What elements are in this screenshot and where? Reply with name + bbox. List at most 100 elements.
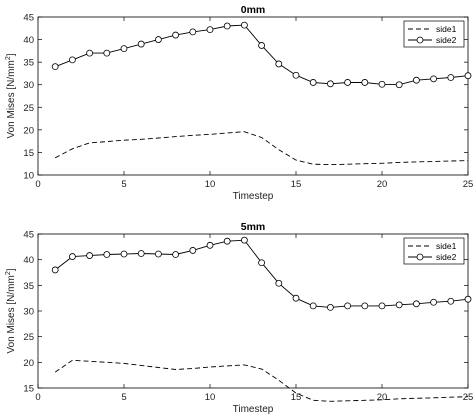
data-point-side2 xyxy=(447,297,455,305)
data-point-side2 xyxy=(86,49,93,57)
y-tick-label: 45 xyxy=(23,230,34,241)
y-tick-label: 30 xyxy=(23,307,34,318)
data-point-side2 xyxy=(292,294,300,302)
data-point-side2 xyxy=(309,79,317,86)
y-tick-label: 30 xyxy=(23,80,34,91)
data-point-side2 xyxy=(240,21,248,29)
data-point-side2 xyxy=(395,81,403,89)
y-tick-label: 25 xyxy=(23,332,34,343)
y-tick-label: 45 xyxy=(23,13,34,24)
data-point-side2 xyxy=(223,237,231,245)
data-point-side2 xyxy=(309,302,317,310)
data-point-side2 xyxy=(361,79,369,86)
x-tick-label: 0 xyxy=(35,179,40,190)
data-point-side2 xyxy=(120,250,128,258)
y-tick-label: 25 xyxy=(23,103,34,114)
data-point-side2 xyxy=(344,302,352,310)
x-axis-label: Timestep xyxy=(233,191,274,202)
chart-panel-0: 0mm 0 5 10 15 20 25 10 15 20 25 30 35 40 45 Timestep Von… xyxy=(5,4,473,202)
y-tick-label: 20 xyxy=(23,125,34,136)
data-point-side2 xyxy=(51,266,59,274)
data-point-side2 xyxy=(395,301,403,309)
data-point-side2 xyxy=(464,72,472,80)
x-tick-label: 5 xyxy=(121,392,126,403)
y-tick-label: 40 xyxy=(23,35,34,46)
data-point-side2 xyxy=(137,250,145,257)
data-point-side2 xyxy=(292,71,300,79)
data-point-side2 xyxy=(258,42,266,49)
data-point-side2 xyxy=(412,300,420,308)
data-point-side2 xyxy=(378,302,386,310)
y-axis-label: Von Mises [N/mm2] xyxy=(5,53,17,138)
data-point-side2 xyxy=(172,31,180,39)
y-tick-label: 20 xyxy=(23,358,34,369)
x-tick-label: 15 xyxy=(291,392,302,403)
data-point-side2 xyxy=(172,251,180,258)
legend-label-side2: side2 xyxy=(436,252,457,262)
legend-label-side2: side2 xyxy=(436,35,457,45)
chart-title: 0mm xyxy=(241,4,266,16)
data-point-side2 xyxy=(430,298,438,306)
x-tick-label: 15 xyxy=(291,179,302,190)
data-point-side2 xyxy=(103,251,111,258)
data-point-side2 xyxy=(86,252,93,259)
legend-label-side1: side1 xyxy=(436,241,457,251)
chart-title: 5mm xyxy=(241,221,266,233)
x-tick-label: 5 xyxy=(121,179,126,190)
data-point-side2 xyxy=(240,236,248,244)
y-tick-label: 10 xyxy=(23,171,34,182)
data-point-side2 xyxy=(344,79,352,86)
y-tick-label: 15 xyxy=(23,384,34,395)
x-tick-label: 20 xyxy=(377,392,388,403)
data-point-side2 xyxy=(326,304,334,311)
data-point-side2 xyxy=(412,76,420,84)
legend-marker-side2 xyxy=(416,36,424,44)
data-point-side2 xyxy=(51,63,59,71)
data-point-side2 xyxy=(103,49,111,57)
x-tick-label: 25 xyxy=(463,179,474,190)
data-point-side2 xyxy=(447,74,455,81)
data-point-side2 xyxy=(69,56,76,64)
y-tick-label: 40 xyxy=(23,255,34,266)
y-axis-label: Von Mises [N/mm2] xyxy=(5,268,17,353)
legend-marker-side2 xyxy=(416,253,424,261)
y-tick-label: 35 xyxy=(23,58,34,69)
data-point-side2 xyxy=(189,247,197,254)
data-point-side2 xyxy=(258,259,266,267)
x-tick-label: 10 xyxy=(205,179,216,190)
data-point-side2 xyxy=(430,75,438,83)
data-point-side2 xyxy=(275,279,283,287)
data-point-side2 xyxy=(69,253,76,260)
data-point-side2 xyxy=(464,295,472,303)
data-point-side2 xyxy=(275,60,283,68)
data-point-side2 xyxy=(189,28,197,36)
data-point-side2 xyxy=(206,241,214,249)
data-point-side2 xyxy=(361,302,369,310)
legend-label-side1: side1 xyxy=(436,24,457,34)
x-axis-label: Timestep xyxy=(233,404,274,415)
data-point-side2 xyxy=(206,26,214,34)
series-line-side1 xyxy=(54,359,469,402)
chart-panel-1: 5mm 0 5 10 15 20 25 15 20 25 30 35 40 45 Timestep Von M… xyxy=(5,221,473,415)
data-point-side2 xyxy=(378,80,386,88)
data-point-side2 xyxy=(137,40,145,48)
plot-frame xyxy=(37,16,469,176)
legend-box xyxy=(403,237,465,265)
data-point-side2 xyxy=(154,36,162,43)
y-tick-label: 15 xyxy=(23,148,34,159)
x-tick-label: 20 xyxy=(377,179,388,190)
series-line-side1 xyxy=(54,131,469,166)
data-point-side2 xyxy=(326,80,334,88)
data-point-side2 xyxy=(120,45,128,52)
data-point-side2 xyxy=(154,250,162,258)
data-point-side2 xyxy=(223,22,231,30)
x-tick-label: 10 xyxy=(205,392,216,403)
x-tick-label: 25 xyxy=(463,392,474,403)
x-tick-label: 0 xyxy=(35,392,40,403)
legend-box xyxy=(403,20,465,48)
plot-frame xyxy=(37,233,469,389)
y-tick-label: 35 xyxy=(23,281,34,292)
